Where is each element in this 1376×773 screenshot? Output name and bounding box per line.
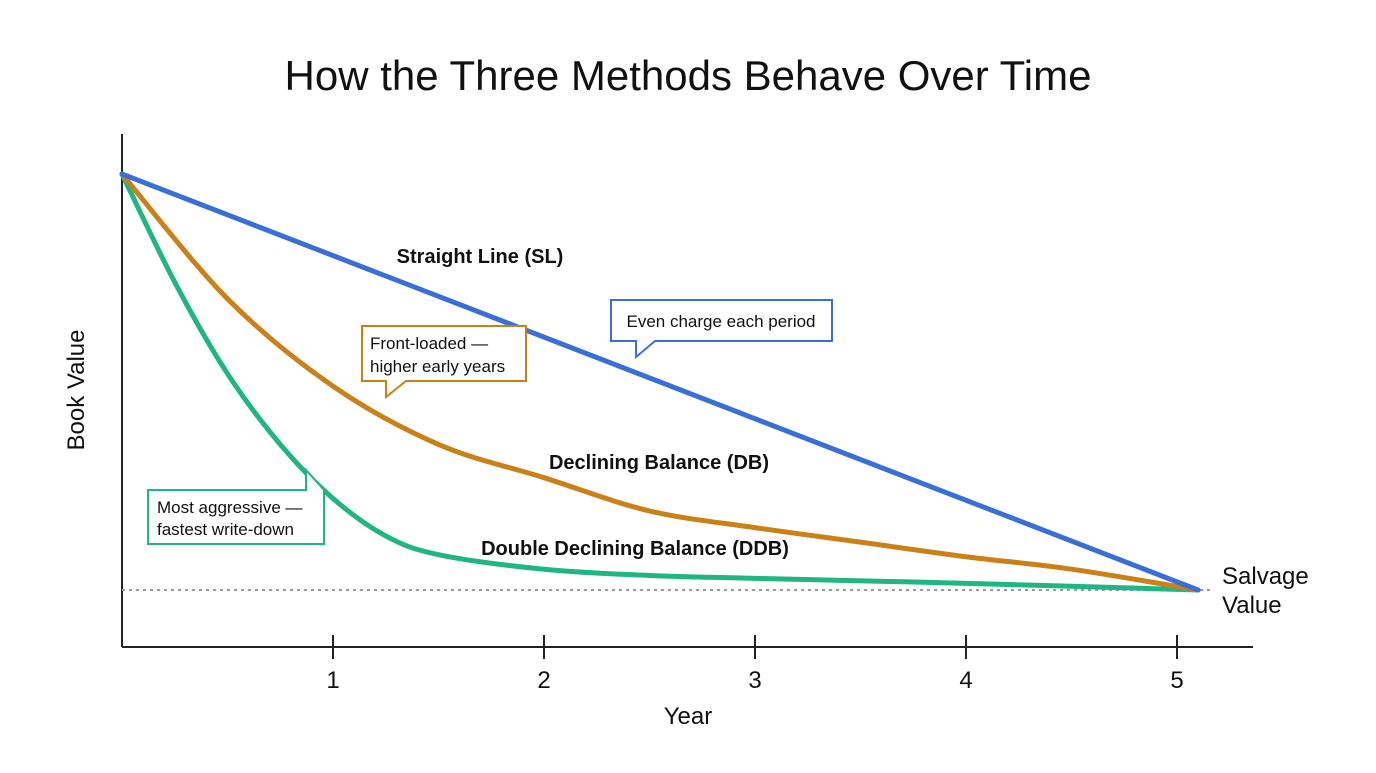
- series-label-ddb: Double Declining Balance (DDB): [481, 538, 789, 560]
- x-tick-label: 4: [959, 667, 972, 694]
- x-tick-label: 5: [1170, 667, 1183, 694]
- db-callout-line2: higher early years: [370, 357, 505, 376]
- ddb-callout-line1: Most aggressive —: [157, 498, 303, 517]
- sl-callout: Even charge each period: [610, 299, 833, 360]
- sl-callout-text: Even charge each period: [626, 312, 815, 331]
- x-tick-label: 3: [748, 667, 761, 694]
- series-line-sl: [119, 171, 1201, 593]
- series-label-sl: Straight Line (SL): [397, 246, 564, 268]
- y-axis-label: Book Value: [63, 330, 90, 451]
- ddb-callout: Most aggressive — fastest write-down: [147, 467, 325, 545]
- db-callout: Front-loaded — higher early years: [361, 325, 527, 400]
- axes: [121, 134, 1253, 648]
- series-label-db: Declining Balance (DB): [549, 452, 769, 474]
- x-axis-label: Year: [664, 703, 713, 730]
- x-tick-label: 2: [537, 667, 550, 694]
- chart-title: How the Three Methods Behave Over Time: [285, 52, 1092, 99]
- salvage-label-line2: Value: [1222, 592, 1282, 619]
- x-tick-label: 1: [326, 667, 339, 694]
- db-callout-line1: Front-loaded —: [370, 334, 488, 353]
- salvage-label-line1: Salvage: [1222, 563, 1309, 590]
- series-line-ddb: [119, 171, 1201, 593]
- ddb-callout-line2: fastest write-down: [157, 520, 294, 539]
- series-line-db: [119, 171, 1201, 593]
